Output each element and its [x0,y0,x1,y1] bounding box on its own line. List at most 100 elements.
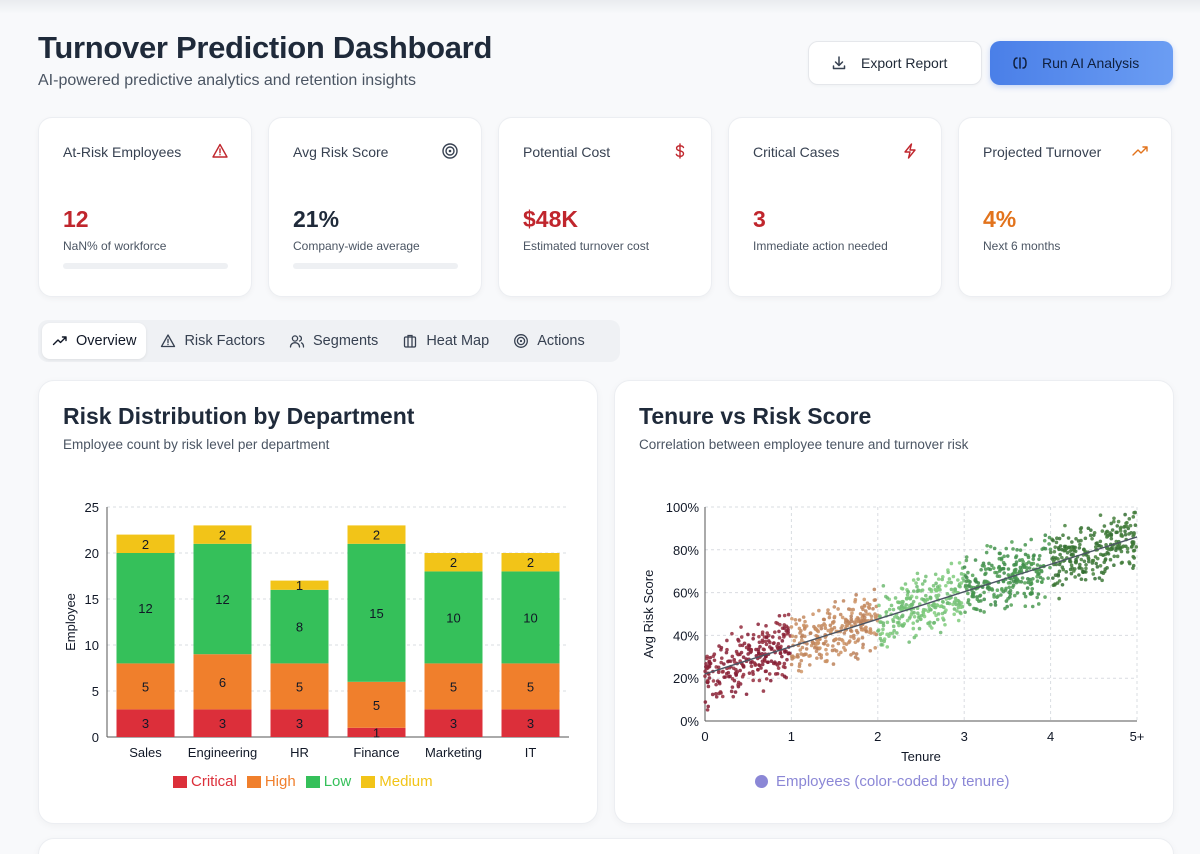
scatter-point [824,647,828,652]
scatter-point [757,663,761,667]
trend-line [704,536,1138,675]
scatter-point [764,669,768,674]
scatter-point [1068,567,1073,572]
bar-segment-low[interactable] [501,571,560,664]
tab-overview[interactable]: Overview [42,323,147,359]
scatter-point [956,578,960,582]
tab-heat-map[interactable]: Heat Map [392,323,499,359]
legend-item-low[interactable]: Low [305,773,351,790]
scatter-point [1066,545,1071,550]
legend-item-medium[interactable]: Medium [361,773,433,790]
scatter-point [959,601,964,605]
scatter-point [878,636,883,641]
scatter-point [797,662,802,666]
tab-actions[interactable]: Actions [503,323,595,359]
scatter-point [703,674,707,678]
scatter-point [959,581,964,585]
bar-value-label: 1 [296,578,303,593]
x-tick-label: IT [525,745,537,760]
tab-label: Segments [313,333,379,349]
tab-segments[interactable]: Segments [279,323,388,359]
bar-segment-high[interactable] [116,663,175,710]
scatter-point [1005,554,1010,558]
scatter-point [1109,536,1114,541]
bar-segment-critical[interactable] [501,709,560,737]
scatter-point [1132,510,1136,515]
scatter-point [889,603,894,608]
scatter-point [885,620,890,625]
scatter-point [825,643,830,647]
kpi-card-avg-risk: Avg Risk Score 21% Company-wide average [268,117,482,297]
scatter-point [735,651,740,656]
export-report-button[interactable]: Export Report [808,41,982,85]
bar-segment-high[interactable] [347,681,406,728]
scatter-point [725,647,729,652]
bar-segment-low[interactable] [116,553,175,664]
bar-segment-critical[interactable] [193,709,252,737]
warning-triangle-icon [161,334,176,348]
scatter-point [832,614,837,619]
legend-item-high[interactable]: High [246,773,296,790]
scatter-point [945,601,950,606]
scatter-point [1128,523,1133,528]
scatter-point [756,622,760,627]
scatter-point [705,678,710,683]
y-tick-label: 80% [673,543,699,558]
legend-label: Employees (color-coded by tenure) [776,773,1010,790]
bar-segment-high[interactable] [501,663,560,710]
bar-segment-critical[interactable] [116,709,175,737]
bar-segment-high[interactable] [270,663,329,710]
building-icon [404,334,417,348]
scatter-point [923,599,928,604]
risk-distribution-card: Risk Distribution by Department Employee… [38,380,598,824]
scatter-point [773,660,777,664]
bar-segment-medium[interactable] [270,580,329,590]
legend-item-critical[interactable]: Critical [173,773,237,790]
bar-value-label: 2 [219,528,226,543]
scatter-point [1037,553,1042,558]
scatter-point [983,567,988,571]
bar-segment-medium[interactable] [193,525,252,544]
tab-risk-factors[interactable]: Risk Factors [150,323,275,359]
scatter-point [1122,525,1126,529]
scatter-point [1006,567,1011,571]
y-tick-label: 20 [85,546,99,561]
bar-segment-high[interactable] [424,663,483,710]
run-ai-analysis-button[interactable]: Run AI Analysis [990,41,1173,85]
bar-segment-medium[interactable] [347,525,406,544]
bar-segment-medium[interactable] [424,553,483,572]
scatter-point [904,603,909,607]
scatter-point [983,579,988,584]
scatter-point [945,592,950,596]
scatter-point [959,605,963,610]
bar-segment-low[interactable] [347,543,406,682]
scatter-point [882,639,887,644]
bar-segment-low[interactable] [193,543,252,655]
scatter-point [780,654,784,659]
scatter-point [1056,557,1060,561]
scatter-point [736,639,741,643]
scatter-point [1057,536,1062,541]
scatter-point [1119,561,1124,565]
scatter-point [800,645,805,650]
bar-segment-medium[interactable] [501,553,560,572]
legend-item-employees[interactable]: Employees (color-coded by tenure) [755,773,1009,790]
next-section-card [38,838,1174,854]
bar-segment-high[interactable] [193,654,252,710]
bar-segment-medium[interactable] [116,534,175,553]
scatter-point [1056,573,1061,578]
bar-segment-critical[interactable] [347,727,406,737]
scatter-point [1098,513,1103,517]
scatter-point [1081,569,1085,574]
bar-segment-critical[interactable] [424,709,483,737]
card-subtitle: Correlation between employee tenure and … [639,437,969,452]
x-tick-label: 4 [1047,729,1054,744]
scatter-point [1098,539,1103,544]
bar-segment-critical[interactable] [270,709,329,737]
bar-segment-low[interactable] [424,571,483,664]
bar-segment-low[interactable] [270,589,329,664]
bar-value-label: 15 [369,606,383,621]
scatter-point [765,660,770,665]
scatter-point [880,631,885,635]
scatter-point [1123,512,1127,517]
